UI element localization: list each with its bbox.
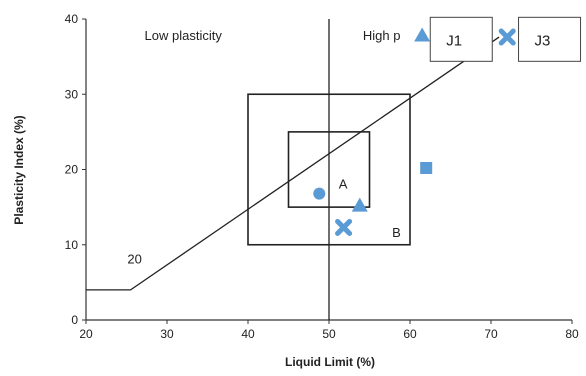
plot-area: 20 30 40 50 60 70 80 0 10 20 30 40 A B Low plasticity H… xyxy=(65,12,582,341)
a-line xyxy=(86,36,500,291)
region-a-label: A xyxy=(339,176,348,191)
annotation-text: High p xyxy=(363,28,401,43)
region-b-label: B xyxy=(392,225,401,240)
annotation-text: Low plasticity xyxy=(145,28,223,43)
data-point-square xyxy=(420,161,433,174)
y-tick-label: 10 xyxy=(65,238,79,252)
callout-label-j1: J1 xyxy=(446,32,462,49)
y-tick-label: 40 xyxy=(65,12,79,26)
x-tick-label: 30 xyxy=(160,327,174,341)
x-tick-label: 70 xyxy=(484,327,498,341)
region-a-box xyxy=(287,131,371,208)
y-axis-title: Plasticity Index (%) xyxy=(12,115,26,224)
x-tick-label: 20 xyxy=(79,327,93,341)
x-tick-label: 40 xyxy=(241,327,255,341)
callout-box-j1 xyxy=(429,16,493,62)
x-tick-label: 80 xyxy=(565,327,579,341)
y-tick-label: 0 xyxy=(71,313,78,327)
y-tick-label: 20 xyxy=(65,163,79,177)
data-point-cross xyxy=(498,28,516,46)
callout-label-j3: J3 xyxy=(535,32,551,49)
x-axis-title: Liquid Limit (%) xyxy=(285,355,375,369)
x-tick-label: 50 xyxy=(322,327,336,341)
data-point-circle xyxy=(313,187,326,200)
region-b-box xyxy=(247,93,411,246)
callout-box-j3 xyxy=(518,16,582,62)
annotation-text: 20 xyxy=(127,252,141,267)
x-tick-label: 60 xyxy=(403,327,417,341)
y-tick-label: 30 xyxy=(65,87,79,101)
data-point-triangle xyxy=(414,27,431,42)
data-point-cross xyxy=(335,218,353,236)
data-point-triangle xyxy=(351,197,368,212)
